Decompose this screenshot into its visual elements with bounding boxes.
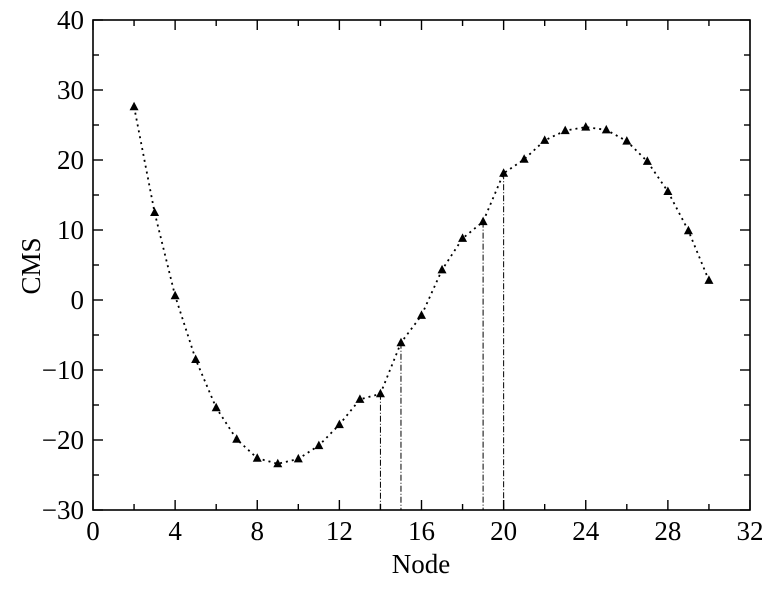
x-tick-label: 28: [654, 516, 681, 546]
data-point: [273, 458, 283, 468]
x-tick-label: 0: [86, 516, 100, 546]
y-tick-label: −30: [42, 495, 84, 525]
data-point: [581, 122, 591, 131]
data-point: [540, 135, 550, 144]
data-point: [601, 124, 611, 134]
x-tick-label: 32: [737, 516, 764, 546]
x-tick-label: 4: [168, 516, 182, 546]
x-axis-title: Node: [392, 549, 450, 579]
x-tick-label: 12: [326, 516, 353, 546]
x-tick-label: 8: [251, 516, 265, 546]
drop-lines: [379, 173, 505, 510]
data-point: [314, 440, 324, 450]
data-point: [704, 275, 714, 284]
data-point: [683, 225, 693, 235]
x-tick-label: 20: [490, 516, 517, 546]
data-point: [622, 136, 632, 145]
tick-labels: 0 4 8 12 16 20 24 28 32 −30 −20 −10 0 10 20 30 40: [42, 5, 764, 546]
axis-ticks: [92, 19, 751, 511]
data-point: [560, 125, 570, 135]
data-point: [437, 264, 447, 274]
y-tick-label: 0: [71, 285, 85, 315]
data-point: [478, 216, 488, 226]
data-point: [375, 388, 385, 398]
series-line: [133, 106, 710, 465]
data-point: [519, 154, 529, 163]
data-point: [129, 101, 139, 111]
data-point: [191, 354, 201, 363]
data-point: [417, 310, 426, 319]
data-point: [396, 337, 406, 347]
x-tick-label: 24: [572, 516, 600, 546]
data-point: [211, 402, 221, 412]
x-tick-label: 16: [408, 516, 435, 546]
data-point: [150, 207, 160, 216]
y-tick-label: 20: [57, 145, 84, 175]
y-tick-label: −20: [42, 425, 84, 455]
y-axis-title: CMS: [16, 237, 46, 294]
data-markers: [129, 101, 714, 468]
data-point: [334, 419, 344, 429]
y-tick-label: −10: [42, 355, 84, 385]
data-point: [293, 453, 303, 463]
y-tick-label: 10: [57, 215, 84, 245]
data-point: [663, 186, 673, 195]
data-point: [642, 156, 652, 165]
data-point: [458, 233, 468, 242]
data-point: [170, 290, 180, 300]
data-point: [252, 453, 262, 462]
data-point: [499, 168, 509, 177]
data-point: [355, 394, 365, 403]
plot-frame: [92, 19, 751, 511]
y-tick-label: 40: [57, 5, 84, 35]
y-tick-label: 30: [57, 75, 84, 105]
data-point: [232, 434, 242, 443]
